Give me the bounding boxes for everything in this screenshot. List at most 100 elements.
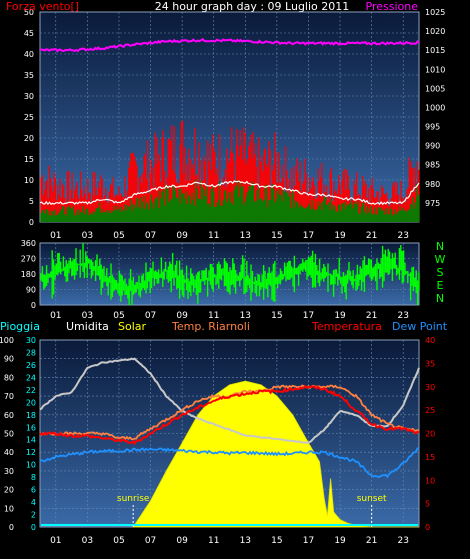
wind-xtick-15: 15: [271, 231, 282, 241]
humidity-ytick-50: 50: [4, 430, 14, 439]
direction-xtick-21: 21: [366, 311, 377, 321]
direction-xtick-15: 15: [271, 311, 282, 321]
wind-xtick-23: 23: [397, 231, 408, 241]
legend-dew-point: Dew Point: [392, 320, 448, 333]
direction-compass-S-2: S: [437, 266, 444, 279]
pressure-ytick-975: 975: [425, 199, 440, 208]
wind-avg-line: [39, 180, 420, 206]
pressure-ytick-1015: 1015: [425, 46, 445, 55]
climate-xtick-11: 11: [208, 536, 219, 546]
wind-ytick-20: 20: [24, 134, 34, 143]
rain-ytick-4: 4: [31, 498, 36, 507]
wind-xtick-17: 17: [303, 231, 314, 241]
wind-xtick-03: 03: [82, 231, 93, 241]
direction-compass-N-4: N: [436, 292, 444, 305]
wind-xtick-21: 21: [366, 231, 377, 241]
pressure-ytick-990: 990: [425, 142, 440, 151]
wind-xtick-05: 05: [113, 231, 124, 241]
rain-ytick-12: 12: [26, 448, 36, 457]
rain-bar: [41, 524, 418, 526]
humidity-ytick-10: 10: [4, 504, 14, 513]
wind-xtick-11: 11: [208, 231, 219, 241]
direction-xtick-11: 11: [208, 311, 219, 321]
wind-ytick-5: 5: [29, 197, 34, 206]
wind-xtick-09: 09: [176, 231, 188, 241]
direction-xtick-01: 01: [50, 311, 61, 321]
pressure-line: [40, 37, 420, 53]
climate-xtick-13: 13: [240, 536, 251, 546]
direction-ytick-90: 90: [26, 286, 36, 295]
wind-xtick-01: 01: [50, 231, 61, 241]
rain-ytick-10: 10: [26, 461, 36, 470]
rain-ytick-28: 28: [26, 348, 36, 357]
direction-xtick-09: 09: [176, 311, 188, 321]
wind-xtick-07: 07: [145, 231, 156, 241]
direction-xtick-23: 23: [397, 311, 408, 321]
wind-ytick-50: 50: [24, 8, 34, 17]
climate-xtick-07: 07: [145, 536, 156, 546]
pressure-ytick-1005: 1005: [425, 84, 445, 93]
rain-ytick-0: 0: [31, 523, 36, 532]
rain-ytick-14: 14: [26, 436, 36, 445]
direction-ytick-270: 270: [21, 255, 36, 264]
rain-ytick-8: 8: [31, 473, 36, 482]
pressure-ytick-980: 980: [425, 180, 440, 189]
rain-ytick-6: 6: [31, 486, 36, 495]
humidity-ytick-80: 80: [4, 373, 14, 382]
direction-compass-E-3: E: [437, 279, 444, 292]
direction-xtick-13: 13: [240, 311, 251, 321]
humidity-ytick-60: 60: [4, 411, 14, 420]
legend-solar: Solar: [118, 320, 147, 333]
rain-ytick-2: 2: [31, 511, 36, 520]
humidity-ytick-40: 40: [4, 448, 14, 457]
temperature-ytick-35: 35: [425, 359, 435, 368]
temperature-line: [39, 384, 420, 446]
pressure-ytick-1010: 1010: [425, 65, 445, 74]
dew-point-line: [39, 447, 420, 479]
wind-ytick-15: 15: [24, 155, 34, 164]
humidity-ytick-100: 100: [0, 336, 14, 345]
rain-ytick-30: 30: [26, 336, 36, 345]
humidity-line: [39, 357, 420, 444]
humidity-ytick-30: 30: [4, 467, 14, 476]
humidity-ytick-20: 20: [4, 486, 14, 495]
climate-xtick-09: 09: [176, 536, 188, 546]
direction-ytick-360: 360: [21, 239, 36, 248]
rain-ytick-20: 20: [26, 398, 36, 407]
legend-pioggia: Pioggia: [0, 320, 40, 333]
humidity-ytick-70: 70: [4, 392, 14, 401]
rain-ytick-26: 26: [26, 361, 36, 370]
wind-ytick-45: 45: [24, 29, 34, 38]
direction-xtick-05: 05: [113, 311, 124, 321]
direction-compass-N-0: N: [436, 240, 444, 253]
temperature-ytick-15: 15: [425, 453, 435, 462]
wind-axis-label: Forza vento[]: [6, 0, 79, 13]
rain-ytick-22: 22: [26, 386, 36, 395]
rain-ytick-16: 16: [26, 423, 36, 432]
climate-xtick-01: 01: [50, 536, 61, 546]
climate-xtick-05: 05: [113, 536, 124, 546]
climate-xtick-19: 19: [334, 536, 346, 546]
wind-xtick-13: 13: [240, 231, 251, 241]
pressure-ytick-995: 995: [425, 123, 440, 132]
wind-ytick-25: 25: [24, 113, 34, 122]
legend-temperatura: Temperatura: [311, 320, 382, 333]
wind-ytick-10: 10: [24, 176, 34, 185]
direction-ytick-180: 180: [21, 270, 36, 279]
climate-xtick-15: 15: [271, 536, 282, 546]
direction-ytick-0: 0: [31, 301, 36, 310]
temperature-ytick-40: 40: [425, 336, 435, 345]
climate-xtick-03: 03: [82, 536, 93, 546]
temperature-ytick-5: 5: [425, 500, 430, 509]
humidity-ytick-90: 90: [4, 355, 14, 364]
direction-xtick-07: 07: [145, 311, 156, 321]
temperature-ytick-25: 25: [425, 406, 435, 415]
pressure-ytick-1025: 1025: [425, 8, 445, 17]
temperature-ytick-30: 30: [425, 383, 435, 392]
legend-umidita: Umidita: [66, 320, 109, 333]
wind-ytick-30: 30: [24, 92, 34, 101]
direction-compass-W-1: W: [435, 253, 446, 266]
wind-ytick-40: 40: [24, 50, 34, 59]
direction-xtick-17: 17: [303, 311, 314, 321]
